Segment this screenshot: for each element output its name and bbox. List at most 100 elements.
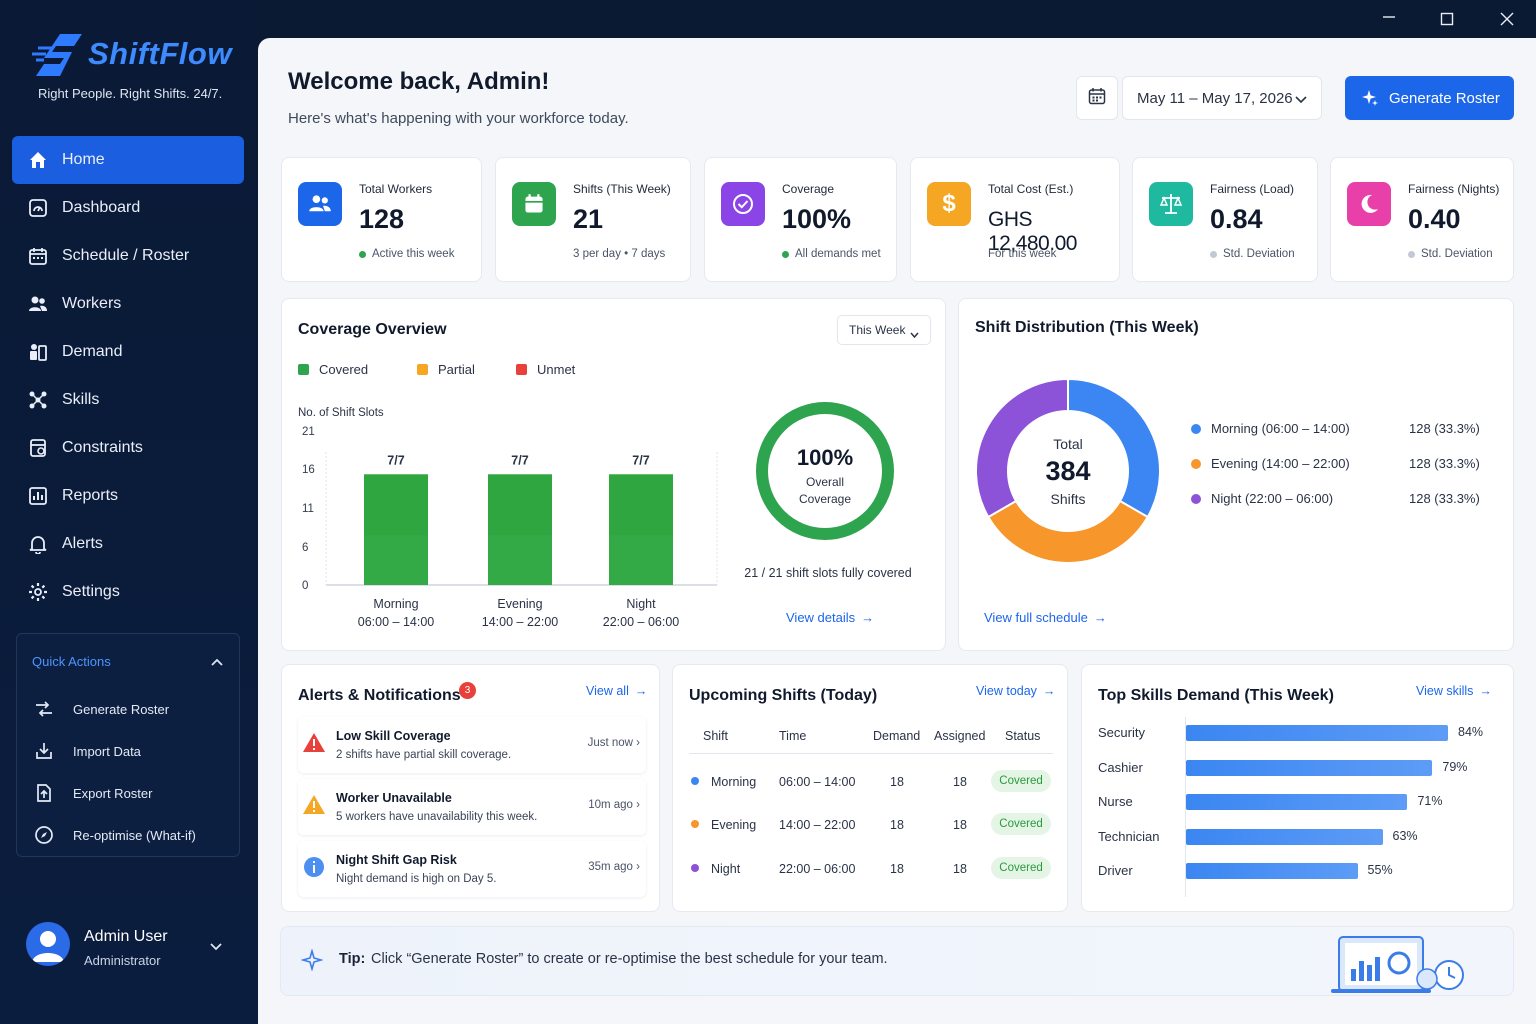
date-range-select[interactable]: May 11 – May 17, 2026 — [1122, 76, 1322, 120]
stat-value: 21 — [573, 204, 604, 234]
stat-card-total-cost[interactable]: $ Total Cost (Est.) GHS 12,480.00 For th… — [910, 157, 1120, 282]
app-logo[interactable]: ShiftFlow — [30, 32, 240, 80]
quick-action-generate-roster[interactable]: Generate Roster — [17, 688, 239, 730]
sidebar-item-label: Reports — [62, 487, 119, 504]
stat-note-text: Std. Deviation — [1223, 248, 1295, 260]
sidebar-item-schedule[interactable]: Schedule / Roster — [12, 232, 244, 280]
cell-demand: 18 — [890, 862, 904, 876]
view-today-link[interactable]: View today → — [976, 684, 1055, 698]
scale-icon — [1149, 182, 1193, 226]
sidebar-item-label: Settings — [62, 583, 120, 600]
generate-roster-button[interactable]: Generate Roster — [1345, 76, 1514, 120]
quick-action-label: Re-optimise (What-if) — [73, 827, 196, 843]
bar-covered-shade — [488, 474, 552, 536]
view-details-link[interactable]: View details → — [786, 610, 874, 625]
quick-actions-header[interactable]: Quick Actions — [17, 634, 239, 688]
legend-partial: Partial — [417, 362, 475, 377]
x-tick-sublabel: 06:00 – 14:00 — [358, 615, 435, 629]
users-icon — [28, 294, 48, 314]
skill-percent: 63% — [1392, 828, 1418, 843]
sidebar-item-label: Schedule / Roster — [62, 247, 190, 264]
calendar-button[interactable] — [1076, 76, 1118, 120]
cell-shift: Morning — [711, 775, 757, 789]
table-row[interactable]: Night 22:00 – 06:00 18 18 Covered — [689, 849, 1053, 891]
arrow-right-icon: → — [861, 610, 875, 625]
stat-card-coverage[interactable]: Coverage 100% All demands met — [704, 157, 897, 282]
stat-value: 0.84 — [1210, 204, 1263, 234]
quick-action-reoptimise[interactable]: Re-optimise (What-if) — [17, 814, 239, 856]
sidebar-item-label: Home — [62, 151, 105, 168]
stat-card-fairness-load[interactable]: Fairness (Load) 0.84 Std. Deviation — [1132, 157, 1318, 282]
app-name: ShiftFlow — [88, 36, 232, 71]
coverage-summary: 21 / 21 shift slots fully covered — [744, 566, 912, 580]
cell-demand: 18 — [890, 775, 904, 789]
bar-data-label: 7/7 — [387, 453, 404, 467]
users-icon — [298, 182, 342, 226]
distribution-legend-night: Night (22:00 – 06:00) 128 (33.3%) — [1191, 491, 1491, 506]
quick-action-label: Generate Roster — [73, 701, 170, 717]
minimize-icon[interactable] — [1382, 8, 1396, 27]
close-icon[interactable] — [1500, 12, 1514, 31]
distribution-donut — [975, 377, 1161, 564]
stat-note: Active this week — [359, 248, 454, 260]
x-tick-label: Morning — [373, 597, 418, 611]
bar-covered-shade — [364, 474, 428, 536]
export-icon — [33, 782, 55, 804]
avatar — [26, 922, 70, 966]
sidebar-item-demand[interactable]: Demand — [12, 328, 244, 376]
sidebar-item-dashboard[interactable]: Dashboard — [12, 184, 244, 232]
sidebar-item-reports[interactable]: Reports — [12, 472, 244, 520]
quick-action-export-roster[interactable]: Export Roster — [17, 772, 239, 814]
alert-time-text: 35m ago — [588, 861, 633, 873]
sidebar-item-constraints[interactable]: Constraints — [12, 424, 244, 472]
y-tick-label: 16 — [302, 464, 315, 476]
sidebar-item-alerts[interactable]: Alerts — [12, 520, 244, 568]
chevron-up-icon — [211, 654, 223, 669]
lightbulb-icon — [300, 948, 324, 976]
sidebar-item-settings[interactable]: Settings — [12, 568, 244, 616]
sidebar-item-skills[interactable]: Skills — [12, 376, 244, 424]
table-row[interactable]: Evening 14:00 – 22:00 18 18 Covered — [689, 805, 1053, 847]
tip-text: Click “Generate Roster” to create or re-… — [371, 951, 888, 967]
view-full-schedule-link[interactable]: View full schedule → — [984, 610, 1107, 625]
period-select[interactable]: This Week — [837, 315, 931, 345]
donut-slice — [1067, 377, 1161, 519]
view-all-link[interactable]: View all → — [586, 684, 647, 698]
alert-desc: 2 shifts have partial skill coverage. — [336, 749, 512, 761]
quick-action-import-data[interactable]: Import Data — [17, 730, 239, 772]
skill-bar — [1186, 759, 1433, 776]
alert-title: Night Shift Gap Risk — [336, 853, 457, 867]
cell-assigned: 18 — [953, 775, 967, 789]
dashboard-icon — [28, 198, 48, 218]
table-row[interactable]: Morning 06:00 – 14:00 18 18 Covered — [689, 762, 1053, 804]
skill-percent: 71% — [1417, 794, 1443, 809]
sidebar-nav: Home Dashboard Schedule / Roster Workers… — [12, 136, 244, 616]
skill-name: Nurse — [1098, 794, 1133, 810]
link-label: View today — [976, 684, 1037, 698]
tip-label: Tip: — [339, 951, 366, 967]
stat-card-shifts[interactable]: Shifts (This Week) 21 3 per day • 7 days — [495, 157, 691, 282]
maximize-icon[interactable] — [1440, 12, 1454, 31]
user-profile[interactable]: Admin User Administrator — [26, 922, 236, 972]
alerts-card: Alerts & Notifications 3 View all → Low S… — [281, 664, 660, 912]
warning-orange-icon — [303, 795, 325, 814]
sidebar-item-label: Skills — [62, 391, 100, 408]
skill-percent: 79% — [1442, 759, 1468, 774]
period-value: This Week — [849, 323, 906, 337]
alert-item[interactable]: Worker Unavailable 5 workers have unavai… — [298, 779, 646, 835]
sidebar-item-label: Demand — [62, 343, 123, 360]
link-label: View skills — [1416, 684, 1474, 698]
stat-card-fairness-nights[interactable]: Fairness (Nights) 0.40 Std. Deviation — [1330, 157, 1514, 282]
alert-title: Low Skill Coverage — [336, 729, 451, 743]
window-titlebar — [258, 0, 1536, 38]
sidebar-item-workers[interactable]: Workers — [12, 280, 244, 328]
donut-line2: Coverage — [798, 492, 852, 506]
stat-label: Total Cost (Est.) — [988, 182, 1074, 196]
page-title: Welcome back, Admin! — [288, 68, 550, 95]
calendar-icon — [512, 182, 556, 226]
sidebar-item-home[interactable]: Home — [12, 136, 244, 184]
alert-item[interactable]: Night Shift Gap Risk Night demand is hig… — [298, 841, 646, 897]
alert-item[interactable]: Low Skill Coverage 2 shifts have partial… — [298, 717, 646, 773]
view-skills-link[interactable]: View skills → — [1416, 684, 1492, 698]
stat-card-total-workers[interactable]: Total Workers 128 Active this week — [281, 157, 482, 282]
